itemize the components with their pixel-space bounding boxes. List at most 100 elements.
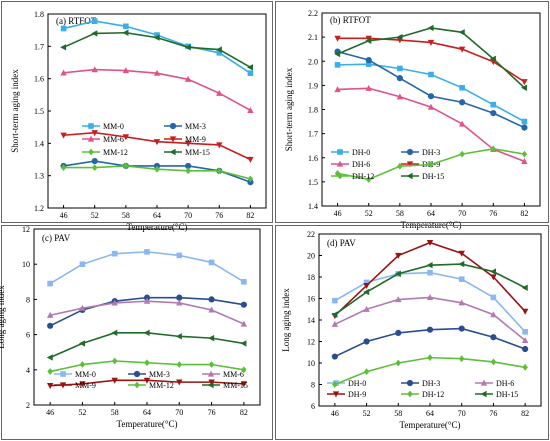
- data-point: [331, 353, 338, 360]
- data-point: [365, 56, 372, 64]
- data-point: [176, 379, 183, 386]
- x-tick-label: 46: [334, 209, 342, 218]
- data-point: [122, 29, 129, 36]
- y-tick-label: 1.8: [34, 10, 44, 19]
- legend-label: MM-3: [185, 122, 206, 131]
- x-tick-label: 64: [427, 209, 435, 218]
- data-point: [459, 84, 465, 91]
- data-point: [111, 377, 118, 384]
- legend-marker: [169, 122, 177, 130]
- data-point: [458, 46, 466, 53]
- legend-item: DH-0: [331, 148, 370, 157]
- data-point: [60, 69, 67, 76]
- data-point: [184, 75, 192, 82]
- data-point: [79, 340, 86, 347]
- legend-label: MM-12: [103, 148, 128, 157]
- x-tick-label: 70: [458, 409, 466, 418]
- data-point: [60, 164, 67, 171]
- data-point: [79, 304, 86, 311]
- x-tick-label: 70: [175, 408, 183, 417]
- data-point: [175, 333, 182, 340]
- data-point: [365, 35, 372, 42]
- data-point: [47, 368, 53, 375]
- data-point: [143, 329, 150, 337]
- legend-marker: [480, 390, 487, 398]
- legend-item: MM-9: [164, 135, 206, 144]
- data-point: [331, 320, 339, 327]
- data-point: [91, 66, 98, 73]
- series-dh-15: [334, 24, 528, 91]
- data-point: [458, 260, 465, 268]
- legend-marker: [406, 172, 413, 180]
- data-point: [208, 296, 215, 303]
- y-tick-label: 12: [307, 338, 315, 347]
- data-point: [427, 24, 434, 32]
- legend-label: DH-15: [496, 390, 518, 399]
- data-point: [247, 64, 254, 71]
- y-axis-label: Short-term aging index: [284, 67, 294, 151]
- data-point: [208, 259, 215, 266]
- data-point: [153, 69, 161, 76]
- x-tick-label: 70: [458, 209, 466, 218]
- data-point: [184, 140, 192, 147]
- data-point: [365, 61, 372, 67]
- legend-marker: [207, 370, 215, 377]
- legend-marker: [60, 371, 66, 377]
- data-point: [216, 89, 223, 96]
- legend-label: MM-15: [185, 148, 210, 157]
- y-tick-label: 1.9: [308, 81, 318, 90]
- data-point: [397, 162, 403, 170]
- legend-item: MM-6: [82, 135, 124, 144]
- legend-item: DH-9: [327, 390, 366, 399]
- series-dh-15: [331, 260, 528, 318]
- data-point: [363, 338, 370, 345]
- series-mm-15: [60, 29, 254, 71]
- legend-marker: [332, 391, 340, 398]
- series-dh-12: [332, 354, 528, 388]
- data-point: [240, 301, 247, 308]
- data-point: [60, 44, 67, 51]
- x-tick-label: 64: [153, 211, 161, 220]
- x-tick-label: 64: [143, 408, 151, 417]
- x-tick-label: 76: [489, 209, 497, 218]
- panel-title: (c) PAV: [42, 233, 71, 243]
- legend-label: DH-0: [348, 379, 366, 388]
- data-point: [365, 37, 372, 44]
- legend-label: MM-15: [223, 381, 248, 390]
- data-point: [334, 170, 341, 177]
- data-point: [79, 361, 86, 368]
- data-point: [396, 75, 403, 82]
- legend-item: DH-6: [475, 379, 514, 388]
- y-tick-label: 20: [307, 252, 315, 261]
- data-point: [241, 279, 247, 285]
- data-point: [216, 167, 223, 175]
- y-axis-label: Short-term aging index: [10, 69, 20, 153]
- y-tick-label: 22: [307, 230, 315, 239]
- legend-item: MM-3: [128, 370, 170, 379]
- data-point: [208, 361, 215, 368]
- data-point: [122, 134, 130, 141]
- x-tick-label: 58: [111, 408, 119, 417]
- chart-panel-1: (a) RTFOT 46 52 58 64 70 76 82 1.2 1.3 1.4 1.5 1.6 1.…: [1, 1, 273, 232]
- y-axis-label: Long aging index: [281, 288, 291, 352]
- data-point: [154, 165, 160, 173]
- data-point: [176, 299, 183, 306]
- x-tick-label: 52: [363, 409, 371, 418]
- data-point: [79, 381, 86, 388]
- data-point: [154, 32, 160, 38]
- y-tick-label: 1.2: [34, 204, 44, 213]
- series-mm-0: [47, 249, 247, 287]
- data-point: [91, 30, 98, 37]
- panel-frame: [275, 225, 549, 440]
- data-point: [522, 329, 528, 335]
- data-point: [208, 306, 215, 313]
- y-tick-label: 1.7: [308, 130, 318, 139]
- legend-label: MM-12: [149, 381, 174, 390]
- legend-item: DH-12: [331, 172, 374, 181]
- series-dh-12: [334, 145, 528, 183]
- data-point: [395, 329, 402, 336]
- legend-label: DH-15: [422, 172, 444, 181]
- x-tick-label: 58: [396, 209, 404, 218]
- data-point: [458, 29, 465, 36]
- data-point: [240, 381, 248, 388]
